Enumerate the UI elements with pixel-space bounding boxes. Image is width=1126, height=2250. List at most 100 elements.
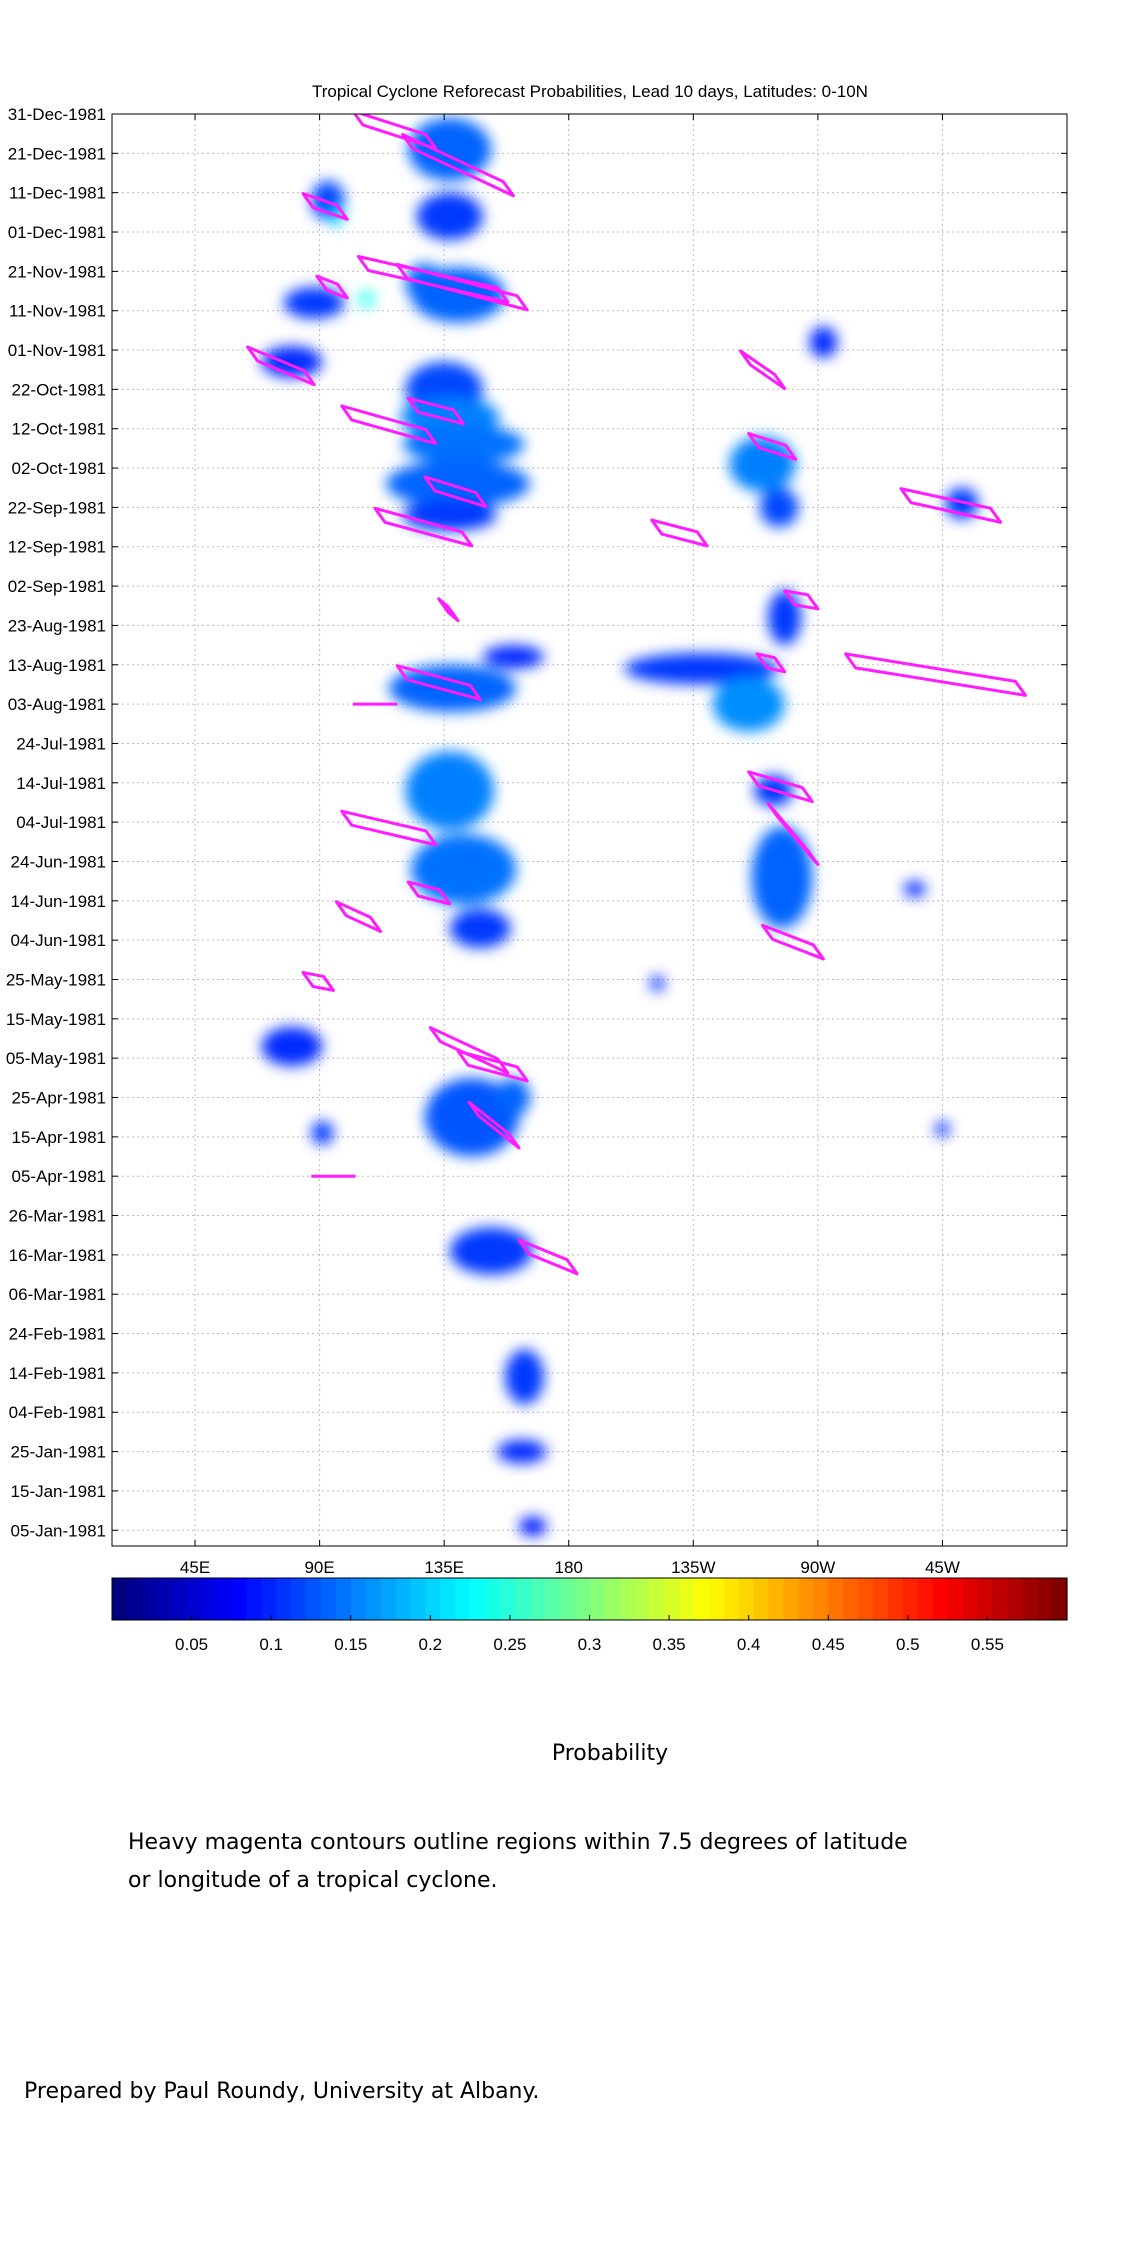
cyclone-contour — [395, 664, 482, 701]
colorbar-swatch — [320, 1578, 337, 1620]
y-tick-label: 05-May-1981 — [6, 1049, 106, 1068]
probability-blob — [759, 487, 799, 528]
cyclone-contour — [246, 345, 316, 387]
probability-blob — [261, 1026, 323, 1067]
y-tick-label: 25-Jan-1981 — [11, 1443, 106, 1462]
cyclone-contour — [340, 404, 438, 446]
y-tick-label: 12-Oct-1981 — [12, 420, 107, 439]
cyclone-contour — [467, 1100, 521, 1150]
probability-blob — [283, 287, 345, 319]
cyclone-contour — [340, 809, 438, 847]
y-tick-label: 14-Jul-1981 — [16, 774, 106, 793]
cyclone-contour — [401, 133, 515, 198]
y-tick-label: 14-Jun-1981 — [11, 892, 106, 911]
x-tick-label: 45E — [180, 1558, 210, 1577]
cyclone-contour — [334, 900, 383, 933]
colorbar-swatch — [604, 1578, 620, 1620]
probability-blob — [416, 192, 483, 240]
cyclone-contour — [437, 597, 460, 623]
cyclone-contour — [423, 475, 488, 509]
colorbar-swatch — [410, 1578, 426, 1620]
y-tick-label: 11-Nov-1981 — [9, 302, 106, 321]
y-tick-label: 26-Mar-1981 — [9, 1207, 106, 1226]
y-tick-label: 05-Jan-1981 — [11, 1521, 106, 1540]
y-tick-label: 22-Sep-1981 — [8, 498, 106, 517]
colorbar-swatch — [156, 1578, 173, 1620]
cyclone-contour — [315, 274, 349, 300]
colorbar-tick-label: 0.35 — [653, 1635, 686, 1654]
y-tick-label: 14-Feb-1981 — [9, 1364, 106, 1383]
y-tick-label: 04-Feb-1981 — [9, 1403, 106, 1422]
cyclone-contour — [650, 518, 709, 548]
probability-blob — [482, 645, 544, 669]
probability-blob — [261, 346, 323, 378]
y-tick-label: 24-Jul-1981 — [16, 734, 106, 753]
colorbar-swatch — [544, 1578, 561, 1620]
colorbar-tick-label: 0.55 — [971, 1635, 1004, 1654]
colorbar-swatch — [514, 1578, 531, 1620]
plot-frame — [111, 113, 1068, 1547]
x-tick-label: 135W — [671, 1558, 715, 1577]
y-tick-label: 01-Nov-1981 — [8, 341, 106, 360]
caption-line-1: Heavy magenta contours outline regions w… — [128, 1830, 908, 1855]
colorbar-swatch — [634, 1578, 650, 1620]
colorbar-swatch — [679, 1578, 695, 1620]
cyclone-contour — [456, 1049, 529, 1083]
cyclone-contour — [373, 506, 474, 548]
x-tick-label: 90E — [304, 1558, 334, 1577]
cyclone-contour — [761, 923, 825, 961]
colorbar-swatch — [664, 1578, 680, 1620]
probability-blob — [624, 652, 780, 685]
probability-blob — [405, 751, 494, 831]
cyclone-contour — [517, 1238, 579, 1276]
cyclone-contour — [428, 1026, 510, 1075]
y-tick-label: 21-Nov-1981 — [8, 262, 106, 281]
cyclone-contour — [844, 652, 1027, 697]
colorbar-swatch — [708, 1578, 725, 1620]
probability-blob — [424, 1077, 519, 1157]
colorbar-swatch — [649, 1578, 665, 1620]
colorbar-swatch — [171, 1578, 188, 1620]
colorbar-swatch — [574, 1578, 591, 1620]
x-tick-label: 90W — [800, 1558, 835, 1577]
colorbar-swatch — [1037, 1578, 1053, 1620]
colorbar-swatch — [873, 1578, 889, 1620]
y-tick-label: 25-May-1981 — [6, 970, 106, 989]
probability-field — [261, 117, 979, 1537]
cyclone-contour — [738, 349, 787, 391]
colorbar-tick-label: 0.4 — [737, 1635, 761, 1654]
probability-blob — [768, 590, 802, 646]
y-tick-label: 06-Mar-1981 — [9, 1285, 106, 1304]
caption: Heavy magenta contours outline regions w… — [128, 1824, 908, 1900]
probability-blob — [496, 1439, 547, 1464]
probability-blob — [449, 908, 511, 949]
colorbar-swatch — [1007, 1578, 1023, 1620]
colorbar-swatch — [440, 1578, 456, 1620]
colorbar-swatch — [276, 1578, 292, 1620]
colorbar-swatch — [305, 1578, 322, 1620]
colorbar-swatch — [619, 1578, 635, 1620]
colorbar-swatch — [813, 1578, 829, 1620]
plot-area — [112, 114, 1067, 1546]
colorbar-tick-label: 0.45 — [812, 1635, 845, 1654]
probability-blob — [729, 436, 796, 492]
cyclone-contour — [899, 487, 1003, 524]
colorbar-swatch — [843, 1578, 859, 1620]
colorbar-swatch — [589, 1578, 606, 1620]
probability-blob — [311, 1121, 334, 1145]
credit: Prepared by Paul Roundy, University at A… — [24, 2079, 540, 2104]
probability-blob — [449, 1227, 533, 1275]
cyclone-contour — [755, 652, 787, 674]
x-tick-label: 45W — [925, 1558, 960, 1577]
colorbar-swatch — [693, 1578, 710, 1620]
colorbar-swatch — [753, 1578, 770, 1620]
colorbar-swatch — [365, 1578, 382, 1620]
y-tick-label: 21-Dec-1981 — [8, 144, 106, 163]
colorbar-swatch — [216, 1578, 232, 1620]
colorbar-swatch — [201, 1578, 218, 1620]
colorbar-swatch — [1052, 1578, 1068, 1620]
colorbar-swatch — [917, 1578, 934, 1620]
colorbar-tick-label: 0.5 — [896, 1635, 920, 1654]
y-tick-label: 24-Jun-1981 — [11, 852, 106, 871]
